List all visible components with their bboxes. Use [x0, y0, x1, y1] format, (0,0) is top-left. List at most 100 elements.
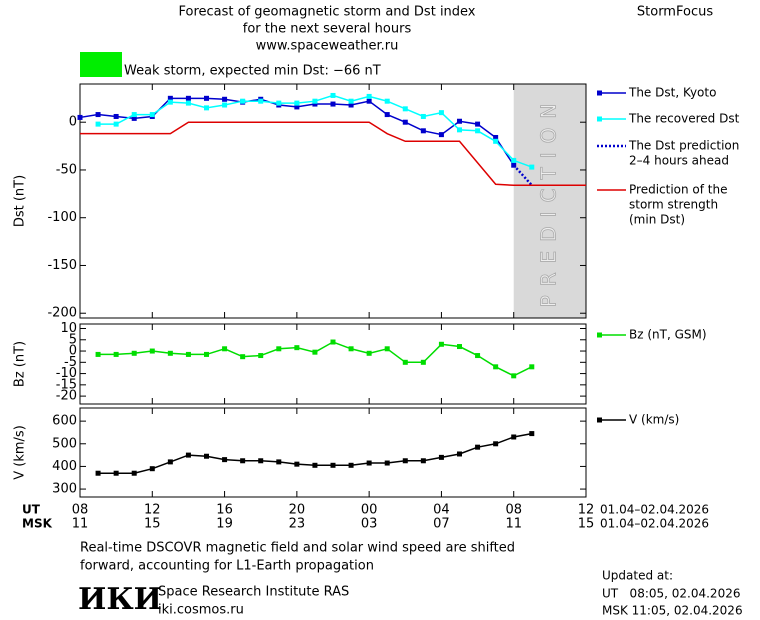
data-point	[276, 459, 282, 465]
data-point	[95, 112, 101, 118]
data-point	[113, 121, 119, 127]
data-point	[493, 134, 499, 140]
y-tick-label: 600	[52, 414, 77, 429]
data-point	[240, 354, 246, 360]
data-point	[330, 101, 336, 107]
series-line	[98, 341, 533, 377]
data-point	[149, 466, 155, 472]
y-tick-label: 5	[69, 332, 77, 347]
data-point	[95, 121, 101, 127]
legend-label: V (km/s)	[629, 413, 679, 427]
data-point	[131, 470, 137, 476]
data-point	[95, 470, 101, 476]
x-axis-label: MSK	[22, 517, 53, 531]
legend-label: storm strength	[629, 198, 718, 212]
data-point	[222, 96, 228, 102]
data-point	[77, 114, 83, 120]
y-tick-label: -5	[64, 355, 77, 370]
y-tick-label: 0	[69, 115, 77, 130]
data-point	[258, 98, 264, 104]
plot-frame	[79, 407, 587, 498]
data-point	[402, 359, 408, 365]
data-point	[420, 128, 426, 134]
data-point	[348, 462, 354, 468]
brand: StormFocus	[637, 5, 713, 20]
note: Real-time DSCOVR magnetic field and sola…	[80, 541, 515, 556]
data-point	[330, 462, 336, 468]
data-point	[475, 121, 481, 127]
data-point	[457, 451, 462, 457]
legend-label: Bz (nT, GSM)	[629, 328, 707, 342]
legend-label: 2–4 hours ahead	[629, 154, 729, 168]
data-point	[113, 470, 119, 476]
x-tick-label-msk: 03	[361, 517, 378, 532]
x-tick-label: 08	[72, 503, 89, 518]
series-line	[80, 121, 586, 186]
data-point	[149, 348, 155, 354]
data-point	[258, 458, 264, 464]
data-point	[240, 458, 246, 464]
x-tick-label: 04	[433, 503, 450, 518]
y-tick-label: 500	[52, 436, 77, 451]
x-tick-label-msk: 11	[505, 517, 522, 532]
y-tick-label: -10	[56, 366, 77, 381]
institute: Space Research Institute RAS	[158, 585, 349, 600]
legend-marker	[597, 90, 602, 96]
x-tick-label-msk: 07	[433, 517, 450, 532]
data-point	[529, 164, 535, 170]
data-point	[438, 454, 444, 460]
x-tick-label-msk: 19	[216, 517, 233, 532]
data-point	[384, 98, 390, 104]
y-axis-label: Dst (nT)	[13, 175, 28, 227]
logo: ИКИ	[78, 582, 162, 617]
legend-label: The Dst, Kyoto	[628, 86, 716, 100]
data-point	[222, 457, 228, 463]
storm-swatch	[80, 52, 122, 77]
data-point	[149, 112, 155, 118]
updated-msk: MSK 11:05, 02.04.2026	[602, 604, 743, 618]
data-point	[348, 346, 354, 352]
data-point	[457, 344, 462, 350]
legend-marker	[597, 332, 602, 338]
y-tick-label: -200	[47, 306, 77, 321]
y-tick-label: -20	[56, 389, 77, 404]
title: Forecast of geomagnetic storm and Dst in…	[178, 5, 475, 20]
data-point	[113, 351, 119, 357]
x-tick-label: 12	[578, 503, 595, 518]
y-tick-label: 400	[52, 459, 77, 474]
legend-label: Prediction of the	[629, 183, 728, 197]
data-point	[402, 458, 408, 464]
data-point	[366, 350, 372, 356]
y-axis-label: Bz (nT)	[13, 341, 28, 387]
data-point	[438, 110, 444, 116]
data-point	[312, 349, 318, 355]
x-tick-label: 12	[144, 503, 161, 518]
data-point	[113, 113, 119, 119]
data-point	[185, 351, 191, 357]
data-point	[330, 92, 336, 98]
y-tick-label: -100	[47, 210, 77, 225]
x-tick-label-msk: 23	[289, 517, 306, 532]
data-point	[475, 353, 481, 359]
site: iki.cosmos.ru	[158, 603, 244, 618]
y-tick-label: 10	[60, 321, 77, 336]
x-axis-label: UT	[22, 503, 41, 517]
y-tick-label: -15	[56, 377, 77, 392]
series-line	[512, 164, 533, 187]
data-point	[167, 350, 173, 356]
legend-marker	[597, 116, 602, 122]
data-point	[131, 350, 137, 356]
data-point	[167, 95, 173, 101]
data-point	[493, 138, 499, 144]
data-point	[131, 112, 137, 118]
data-point	[438, 341, 444, 347]
data-point	[348, 102, 354, 108]
data-point	[402, 119, 408, 125]
storm-label: Weak storm, expected min Dst: −66 nT	[124, 64, 381, 79]
data-point	[384, 112, 390, 118]
data-point	[312, 462, 318, 468]
date-range: 01.04–02.04.2026	[600, 503, 709, 517]
data-point	[294, 461, 300, 467]
data-point	[204, 351, 209, 357]
data-point	[366, 460, 372, 466]
